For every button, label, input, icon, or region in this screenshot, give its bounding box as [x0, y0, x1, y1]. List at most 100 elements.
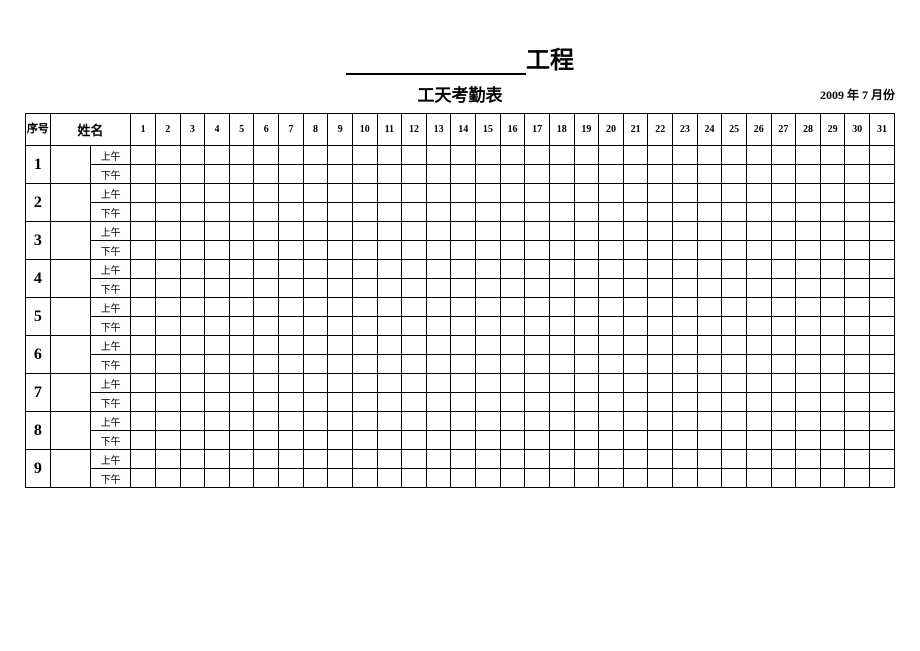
attendance-cell — [402, 260, 427, 279]
attendance-cell — [623, 374, 648, 393]
attendance-cell — [796, 298, 821, 317]
attendance-cell — [648, 222, 673, 241]
attendance-cell — [180, 431, 205, 450]
attendance-cell — [870, 450, 895, 469]
attendance-cell — [525, 165, 550, 184]
attendance-cell — [870, 374, 895, 393]
attendance-cell — [673, 431, 698, 450]
attendance-cell — [254, 203, 279, 222]
attendance-cell — [131, 184, 156, 203]
attendance-cell — [352, 298, 377, 317]
attendance-cell — [599, 336, 624, 355]
attendance-cell — [599, 146, 624, 165]
attendance-cell — [796, 431, 821, 450]
attendance-cell — [845, 146, 870, 165]
attendance-cell — [155, 450, 180, 469]
attendance-cell — [155, 374, 180, 393]
attendance-cell — [845, 412, 870, 431]
attendance-cell — [796, 317, 821, 336]
am-label-cell: 上午 — [90, 222, 130, 241]
attendance-cell — [476, 203, 501, 222]
attendance-cell — [254, 184, 279, 203]
attendance-cell — [500, 279, 525, 298]
attendance-cell — [796, 374, 821, 393]
attendance-cell — [451, 355, 476, 374]
attendance-cell — [771, 184, 796, 203]
attendance-cell — [820, 279, 845, 298]
attendance-cell — [746, 412, 771, 431]
pm-label-cell: 下午 — [90, 393, 130, 412]
attendance-cell — [279, 412, 304, 431]
attendance-cell — [229, 165, 254, 184]
attendance-cell — [180, 165, 205, 184]
attendance-cell — [820, 146, 845, 165]
attendance-cell — [648, 146, 673, 165]
attendance-cell — [574, 222, 599, 241]
attendance-cell — [426, 279, 451, 298]
table-row: 2上午 — [26, 184, 895, 203]
attendance-cell — [426, 203, 451, 222]
attendance-cell — [820, 450, 845, 469]
attendance-cell — [500, 412, 525, 431]
attendance-cell — [155, 469, 180, 488]
attendance-cell — [673, 412, 698, 431]
attendance-cell — [180, 184, 205, 203]
attendance-cell — [549, 279, 574, 298]
attendance-cell — [722, 298, 747, 317]
attendance-cell — [648, 374, 673, 393]
attendance-cell — [599, 469, 624, 488]
attendance-cell — [451, 393, 476, 412]
attendance-cell — [279, 355, 304, 374]
attendance-cell — [697, 450, 722, 469]
attendance-cell — [574, 355, 599, 374]
attendance-cell — [796, 165, 821, 184]
attendance-cell — [549, 412, 574, 431]
header-row: 序号 姓名 1234567891011121314151617181920212… — [26, 114, 895, 146]
attendance-cell — [377, 393, 402, 412]
attendance-cell — [599, 279, 624, 298]
attendance-cell — [697, 374, 722, 393]
attendance-cell — [377, 374, 402, 393]
attendance-cell — [845, 203, 870, 222]
attendance-cell — [746, 165, 771, 184]
attendance-cell — [845, 355, 870, 374]
attendance-cell — [155, 165, 180, 184]
attendance-cell — [205, 317, 230, 336]
attendance-cell — [746, 336, 771, 355]
title-row: 工程 — [25, 40, 895, 75]
name-cell — [50, 184, 90, 222]
attendance-cell — [820, 374, 845, 393]
attendance-cell — [451, 412, 476, 431]
am-label-cell: 上午 — [90, 146, 130, 165]
attendance-cell — [328, 450, 353, 469]
attendance-cell — [820, 412, 845, 431]
header-day-6: 6 — [254, 114, 279, 146]
table-row: 8上午 — [26, 412, 895, 431]
attendance-cell — [402, 336, 427, 355]
attendance-cell — [549, 165, 574, 184]
header-name: 姓名 — [50, 114, 131, 146]
attendance-cell — [549, 222, 574, 241]
attendance-cell — [870, 336, 895, 355]
attendance-cell — [377, 260, 402, 279]
attendance-cell — [205, 222, 230, 241]
attendance-cell — [352, 374, 377, 393]
attendance-cell — [697, 203, 722, 222]
attendance-cell — [500, 431, 525, 450]
name-cell — [50, 298, 90, 336]
attendance-cell — [623, 203, 648, 222]
attendance-cell — [229, 469, 254, 488]
attendance-cell — [796, 450, 821, 469]
attendance-cell — [303, 412, 328, 431]
attendance-cell — [426, 374, 451, 393]
attendance-cell — [771, 203, 796, 222]
attendance-cell — [746, 374, 771, 393]
attendance-cell — [623, 355, 648, 374]
header-day-20: 20 — [599, 114, 624, 146]
attendance-cell — [549, 374, 574, 393]
attendance-cell — [549, 146, 574, 165]
attendance-cell — [303, 317, 328, 336]
attendance-cell — [574, 336, 599, 355]
attendance-cell — [426, 431, 451, 450]
attendance-cell — [746, 469, 771, 488]
